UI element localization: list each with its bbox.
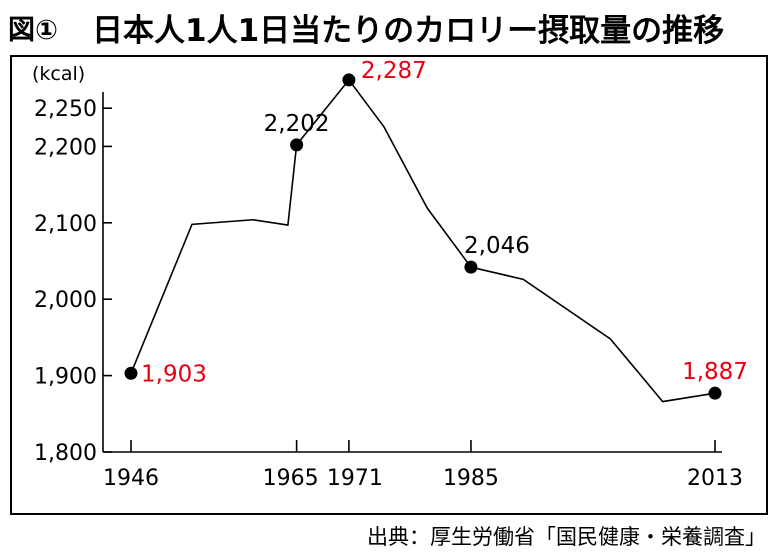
y-tick-label: 1,800 xyxy=(34,441,97,466)
data-label: 2,046 xyxy=(464,233,530,259)
data-point-marker xyxy=(708,386,722,400)
figure-label: 図① xyxy=(8,15,58,46)
data-label: 1,903 xyxy=(141,361,207,387)
data-label: 2,287 xyxy=(361,58,427,84)
y-tick-label: 2,200 xyxy=(34,135,97,160)
x-tick-label: 2013 xyxy=(687,466,743,491)
x-tick-label: 1971 xyxy=(327,466,383,491)
series-line xyxy=(130,78,716,403)
axes xyxy=(102,92,722,453)
y-ticks: 1,800 1,900 2,000 2,100 2,200 2,250 xyxy=(34,97,112,466)
y-tick-label: 2,000 xyxy=(34,288,97,313)
source-note: 出典：厚生労働省「国民健康・栄養調査」 xyxy=(367,525,766,549)
y-tick-label: 2,250 xyxy=(34,97,97,122)
data-point-marker xyxy=(124,366,138,380)
x-ticks: 1946 1965 1971 1985 2013 xyxy=(103,440,743,491)
data-label: 2,202 xyxy=(264,111,330,137)
x-tick-label: 1985 xyxy=(443,466,499,491)
chart-frame xyxy=(10,55,768,515)
data-markers xyxy=(124,73,722,400)
x-tick-label: 1965 xyxy=(263,466,319,491)
y-tick-label: 2,100 xyxy=(34,212,97,237)
x-tick-label: 1946 xyxy=(103,466,159,491)
data-point-marker xyxy=(464,260,478,274)
data-label: 1,887 xyxy=(682,359,748,385)
chart-title: 日本人1人1日当たりのカロリー摂取量の推移 xyxy=(92,13,725,49)
data-labels: 1,903 2,202 2,287 2,046 1,887 xyxy=(141,58,748,387)
data-point-marker xyxy=(342,73,356,87)
y-axis-unit-label: (kcal) xyxy=(32,63,85,85)
y-tick-label: 1,900 xyxy=(34,365,97,390)
data-point-marker xyxy=(290,138,304,152)
